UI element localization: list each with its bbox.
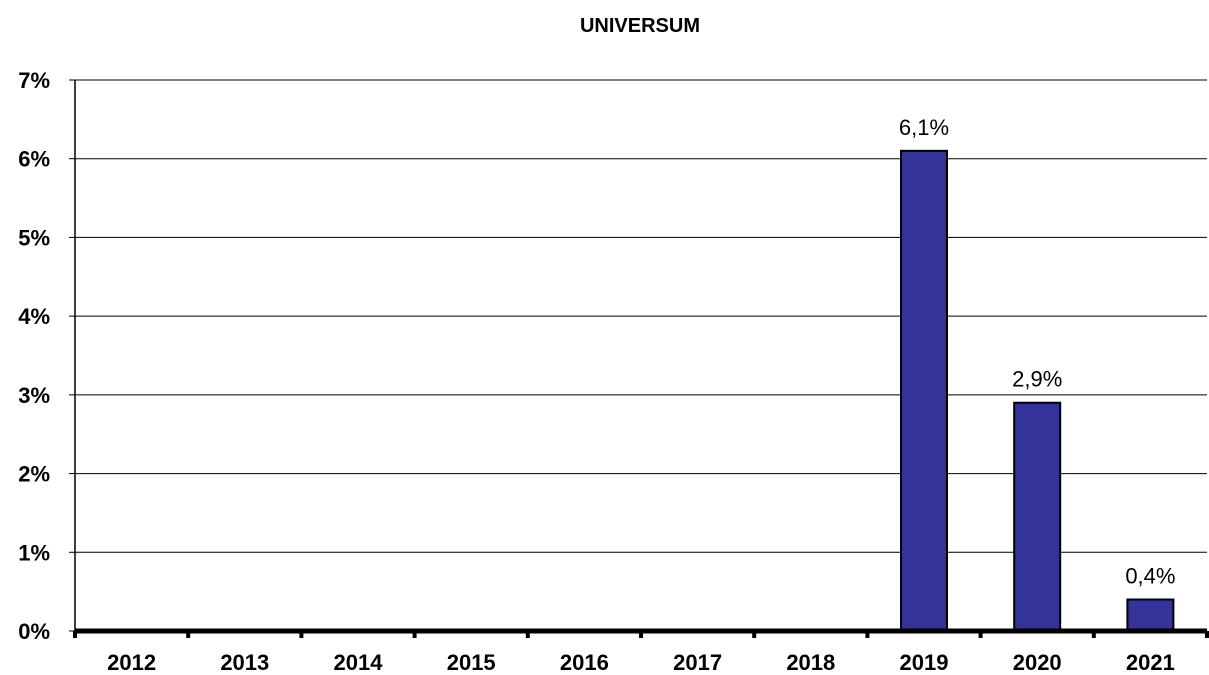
x-tick-label-2013: 2013 — [220, 650, 269, 675]
y-tick-label: 2% — [18, 462, 50, 487]
chart-title: UNIVERSUM — [580, 15, 700, 37]
y-tick-label: 5% — [18, 225, 50, 250]
bar-2021 — [1126, 598, 1175, 632]
y-tick-label: 0% — [18, 619, 50, 644]
axes — [73, 80, 1209, 638]
x-tick-label-2012: 2012 — [107, 650, 156, 675]
y-tick-label: 4% — [18, 304, 50, 329]
data-label-2019: 6,1% — [899, 115, 949, 140]
y-tick-label: 1% — [18, 540, 50, 565]
x-tick-label-2017: 2017 — [673, 650, 722, 675]
gridlines — [75, 79, 1207, 553]
data-label-2021: 0,4% — [1125, 564, 1175, 589]
y-tick-label: 6% — [18, 147, 50, 172]
x-tick-label-2018: 2018 — [786, 650, 835, 675]
x-tick-label-2014: 2014 — [334, 650, 384, 675]
data-labels: 6,1% 2,9% 0,4% — [899, 115, 1176, 589]
bar-2020 — [1013, 401, 1062, 632]
x-tick-label-2021: 2021 — [1126, 650, 1175, 675]
x-tick-label-2015: 2015 — [447, 650, 496, 675]
y-tick-label: 3% — [18, 383, 50, 408]
y-axis-ticks: 0% 1% 2% 3% 4% 5% 6% 7% — [18, 68, 75, 644]
x-axis-ticks: 2012 2013 2014 2015 2016 2017 2018 2019 2020 2021 — [107, 650, 1175, 675]
x-tick-label-2020: 2020 — [1013, 650, 1062, 675]
bars — [900, 149, 1175, 632]
x-tick-label-2019: 2019 — [900, 650, 949, 675]
y-tick-label: 7% — [18, 68, 50, 93]
x-tick-label-2016: 2016 — [560, 650, 609, 675]
data-label-2020: 2,9% — [1012, 367, 1062, 392]
bar-2019 — [900, 149, 948, 632]
